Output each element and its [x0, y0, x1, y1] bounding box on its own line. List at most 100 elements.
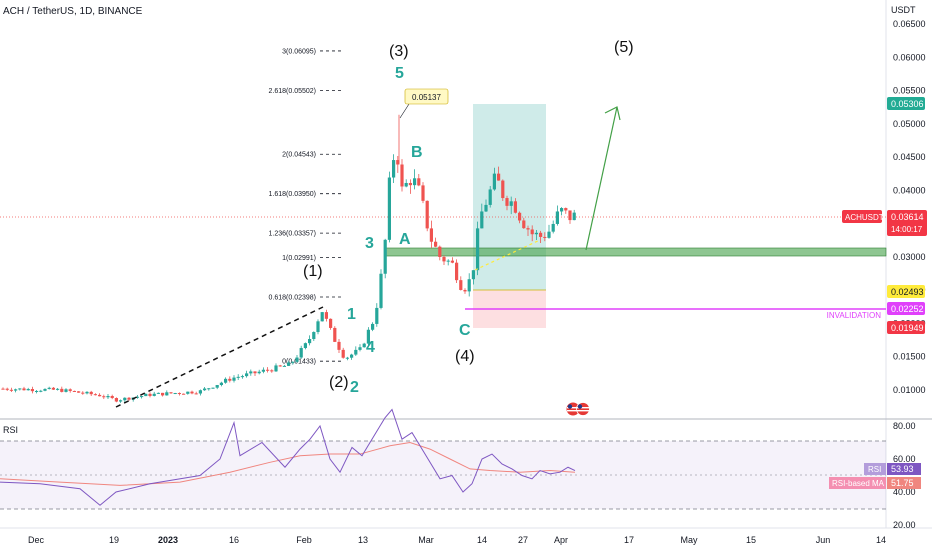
- candle-body: [303, 343, 307, 349]
- candle-body: [455, 262, 459, 281]
- symbol-name: ACHUSDT: [845, 213, 884, 222]
- candle-body: [354, 349, 358, 355]
- time-axis[interactable]: Dec 19 2023 16 Feb 13 Mar 14 27 Apr 17 May 15 Jun 14: [28, 535, 886, 545]
- candle-body: [366, 329, 370, 344]
- candle-body: [438, 246, 442, 257]
- us-flag-icon[interactable]: [566, 402, 580, 416]
- candle-body: [224, 378, 228, 383]
- target-price-value: 0.05306: [891, 99, 924, 109]
- bar-countdown: 14:00:17: [891, 225, 923, 234]
- price-tick-label: 0.06500: [893, 19, 926, 29]
- candle-body: [421, 185, 425, 201]
- time-tick-label: 13: [358, 535, 368, 545]
- candle-body: [186, 391, 190, 394]
- rsi-line[interactable]: [0, 408, 576, 506]
- wave-5-arrow[interactable]: [585, 106, 618, 251]
- subwave-label-1: 1: [347, 306, 356, 323]
- candle-body: [261, 369, 265, 372]
- candle-body: [413, 178, 417, 186]
- candle-body: [513, 201, 517, 213]
- time-tick-label: Mar: [418, 535, 434, 545]
- candle-body: [148, 393, 152, 396]
- candle-body: [572, 212, 576, 221]
- candle-body: [488, 189, 492, 205]
- stop-price-badge: 0.01949: [887, 321, 925, 334]
- candle-body: [312, 332, 316, 340]
- invalidation-label: INVALIDATION: [827, 311, 882, 320]
- symbol-title: ACH / TetherUS, 1D, BINANCE: [3, 6, 143, 17]
- candle-body: [518, 212, 522, 221]
- price-tick-label: 0.04000: [893, 185, 926, 195]
- candle-body: [471, 270, 475, 280]
- candle-body: [320, 312, 324, 322]
- candle-body: [383, 239, 387, 274]
- arrow-head-icon: [604, 106, 621, 121]
- candle-body: [18, 388, 22, 390]
- candle-body: [14, 389, 18, 391]
- candle-body: [509, 201, 513, 206]
- us-flag-icon[interactable]: [576, 402, 590, 416]
- candle-body: [316, 321, 320, 333]
- peak-label-box[interactable]: [404, 88, 449, 105]
- price-tick-label: 0.05000: [893, 119, 926, 129]
- candle-body: [387, 177, 391, 240]
- candle-body: [476, 228, 480, 271]
- candle-body: [429, 228, 433, 242]
- candlesticks: [1, 114, 576, 403]
- position-target-zone[interactable]: [473, 104, 546, 290]
- current-price-value: 0.03614: [891, 212, 924, 222]
- subwave-label-3: 3: [365, 235, 374, 252]
- rsi-ma-line[interactable]: [0, 441, 576, 486]
- subwave-label-c: C: [459, 322, 471, 339]
- candle-body: [324, 312, 328, 319]
- time-tick-label: 14: [876, 535, 886, 545]
- symbol-price-badge: ACHUSDT 0.03614 14:00:17: [842, 210, 927, 236]
- candle-body: [144, 393, 148, 397]
- candle-body: [22, 388, 26, 391]
- price-tick-label: 0.01000: [893, 385, 926, 395]
- candle-body: [35, 390, 39, 392]
- candle-body: [497, 173, 501, 181]
- fib-level-label: 0.618(0.02398): [269, 294, 316, 301]
- candle-body: [375, 307, 379, 324]
- candle-body: [56, 388, 60, 390]
- candle-body: [173, 393, 177, 395]
- candle-body: [379, 273, 383, 308]
- subwave-label-a: A: [399, 231, 411, 248]
- fib-level-label: 0(0.01433): [282, 359, 316, 366]
- support-zone[interactable]: [385, 247, 887, 257]
- price-tick-label: 0.03000: [893, 252, 926, 262]
- candle-body: [169, 392, 173, 394]
- rsi-title: RSI: [3, 425, 18, 435]
- rsi-band: [0, 441, 886, 509]
- fib-extension[interactable]: 3(0.06095) 2.618(0.05502) 2(0.04543) 1.618(…: [269, 48, 342, 366]
- candle-body: [9, 389, 13, 391]
- candle-body: [547, 231, 551, 238]
- rsi-tick-label: 60.00: [893, 454, 916, 464]
- candle-body: [228, 378, 232, 381]
- candle-body: [5, 388, 9, 390]
- stop-price-value: 0.01949: [891, 323, 924, 333]
- candle-body: [467, 279, 471, 292]
- candle-body: [392, 160, 396, 178]
- candle-body: [564, 208, 568, 211]
- candle-body: [203, 388, 207, 391]
- rsi-ma-series-name: RSI-based MA: [832, 479, 885, 488]
- candle-body: [480, 211, 484, 229]
- candle-body: [404, 182, 408, 187]
- candle-body: [492, 173, 496, 190]
- candle-body: [270, 370, 274, 372]
- candle-body: [93, 394, 97, 396]
- candle-body: [568, 210, 572, 221]
- candle-body: [333, 327, 337, 342]
- wave-label-5: (5): [614, 39, 634, 56]
- fib-level-label: 3(0.06095): [282, 48, 316, 55]
- time-tick-label: 27: [518, 535, 528, 545]
- wave-1-trendline[interactable]: [115, 306, 324, 408]
- wave-label-3: (3): [389, 43, 409, 60]
- wave-label-1: (1): [303, 263, 323, 280]
- rsi-axis[interactable]: 80.00 60.00 40.00 20.00: [893, 421, 916, 530]
- candle-body: [534, 232, 538, 235]
